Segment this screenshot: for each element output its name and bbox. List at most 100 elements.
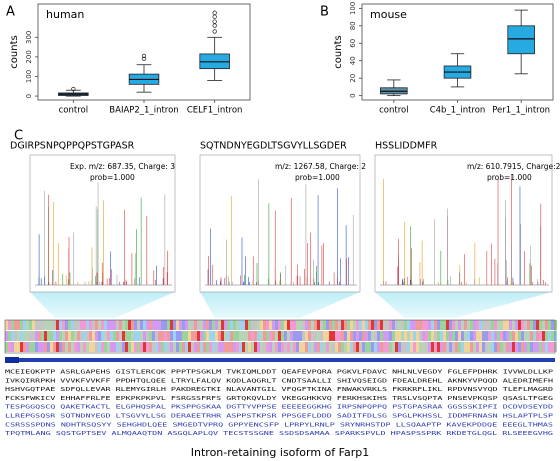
alignment-cell xyxy=(383,320,386,330)
alignment-cell xyxy=(11,342,14,352)
alignment-cell xyxy=(260,342,263,352)
alignment-cell xyxy=(341,342,344,352)
alignment-cell xyxy=(437,320,440,330)
panel-label: A xyxy=(6,5,15,20)
alignment-cell xyxy=(446,331,449,341)
alignment-cell xyxy=(467,342,470,352)
alignment-cell xyxy=(371,320,374,330)
alignment-cell xyxy=(233,320,236,330)
alignment-cell xyxy=(509,331,512,341)
alignment-cell xyxy=(494,342,497,352)
alignment-cell xyxy=(362,342,365,352)
alignment-cell xyxy=(290,320,293,330)
alignment-cell xyxy=(353,342,356,352)
alignment-cell xyxy=(368,331,371,341)
alignment-cell xyxy=(95,320,98,330)
alignment-cell xyxy=(53,320,56,330)
alignment-cell xyxy=(497,342,500,352)
alignment-cell xyxy=(104,320,107,330)
alignment-cell xyxy=(32,342,35,352)
alignment-cell xyxy=(497,331,500,341)
alignment-cell xyxy=(404,342,407,352)
y-tick-label: 40 xyxy=(349,56,357,65)
alignment-cell xyxy=(152,320,155,330)
alignment-cell xyxy=(131,320,134,330)
alignment-cell xyxy=(371,331,374,341)
alignment-cell xyxy=(530,320,533,330)
alignment-cell xyxy=(41,331,44,341)
alignment-cell xyxy=(227,320,230,330)
alignment-cell xyxy=(38,331,41,341)
alignment-cell xyxy=(305,342,308,352)
alignment-cell xyxy=(320,320,323,330)
alignment-cell xyxy=(398,342,401,352)
alignment-cell xyxy=(374,320,377,330)
alignment-cell xyxy=(449,342,452,352)
alignment-cell xyxy=(71,331,74,341)
alignment-cell xyxy=(326,331,329,341)
alignment-cell xyxy=(119,320,122,330)
alignment-cell xyxy=(296,331,299,341)
alignment-cell xyxy=(122,320,125,330)
alignment-cell xyxy=(62,342,65,352)
alignment-cell xyxy=(338,342,341,352)
alignment-cell xyxy=(383,331,386,341)
alignment-cell xyxy=(98,342,101,352)
alignment-cell xyxy=(89,342,92,352)
alignment-cell xyxy=(149,320,152,330)
alignment-cell xyxy=(29,331,32,341)
alignment-cell xyxy=(467,331,470,341)
alignment-cell xyxy=(143,331,146,341)
mz-label: m/z: 1267.58, Charge: 2 xyxy=(275,162,366,171)
alignment-cell xyxy=(248,342,251,352)
sequence-row: FCKSFWKICV EHHAFFRLFE EPKPKPKPVL FSRGSSF… xyxy=(5,396,553,402)
alignment-cell xyxy=(23,342,26,352)
alignment-cell xyxy=(380,320,383,330)
alignment-cell xyxy=(404,331,407,341)
alignment-cell xyxy=(278,342,281,352)
alignment-cell xyxy=(527,320,530,330)
alignment-cell xyxy=(128,331,131,341)
alignment-cell xyxy=(41,320,44,330)
sequence-row: HSHVGQTPAE SDFQLLEVAR RLEMYGIRLH PAKDREG… xyxy=(5,387,553,393)
alignment-cell xyxy=(230,320,233,330)
sequence-row: LLREPGSQSR SQTNDNYEGD LTSGVYLLSG DERAEET… xyxy=(5,414,553,420)
x-tick-label: C4b_1_intron xyxy=(430,106,486,116)
alignment-cell xyxy=(173,320,176,330)
alignment-cell xyxy=(395,342,398,352)
alignment-cell xyxy=(407,331,410,341)
alignment-cell xyxy=(17,331,20,341)
y-tick-label: 80 xyxy=(349,21,357,30)
alignment-cell xyxy=(218,320,221,330)
alignment-cell xyxy=(356,320,359,330)
alignment-cell xyxy=(68,320,71,330)
alignment-cell xyxy=(455,342,458,352)
alignment-cell xyxy=(113,320,116,330)
alignment-cell xyxy=(515,331,518,341)
alignment-cell xyxy=(323,320,326,330)
alignment-cell xyxy=(281,342,284,352)
alignment-cell xyxy=(368,320,371,330)
alignment-cell xyxy=(488,331,491,341)
alignment-cell xyxy=(527,342,530,352)
alignment-cell xyxy=(209,320,212,330)
y-tick-label: 0 xyxy=(349,93,357,97)
outlier xyxy=(212,19,217,24)
alignment-cell xyxy=(188,342,191,352)
alignment-cell xyxy=(308,331,311,341)
alignment-cell xyxy=(533,331,536,341)
alignment-cell xyxy=(365,320,368,330)
alignment-cell xyxy=(188,331,191,341)
box xyxy=(507,25,535,55)
alignment-cell xyxy=(62,331,65,341)
alignment-cell xyxy=(194,331,197,341)
alignment-cell xyxy=(140,320,143,330)
alignment-cell xyxy=(110,320,113,330)
prob-label: prob=1.000 xyxy=(90,173,135,182)
alignment-cell xyxy=(350,342,353,352)
alignment-cell xyxy=(131,331,134,341)
alignment-cell xyxy=(353,331,356,341)
alignment-cell xyxy=(482,320,485,330)
alignment-cell xyxy=(491,320,494,330)
alignment-cell xyxy=(332,342,335,352)
